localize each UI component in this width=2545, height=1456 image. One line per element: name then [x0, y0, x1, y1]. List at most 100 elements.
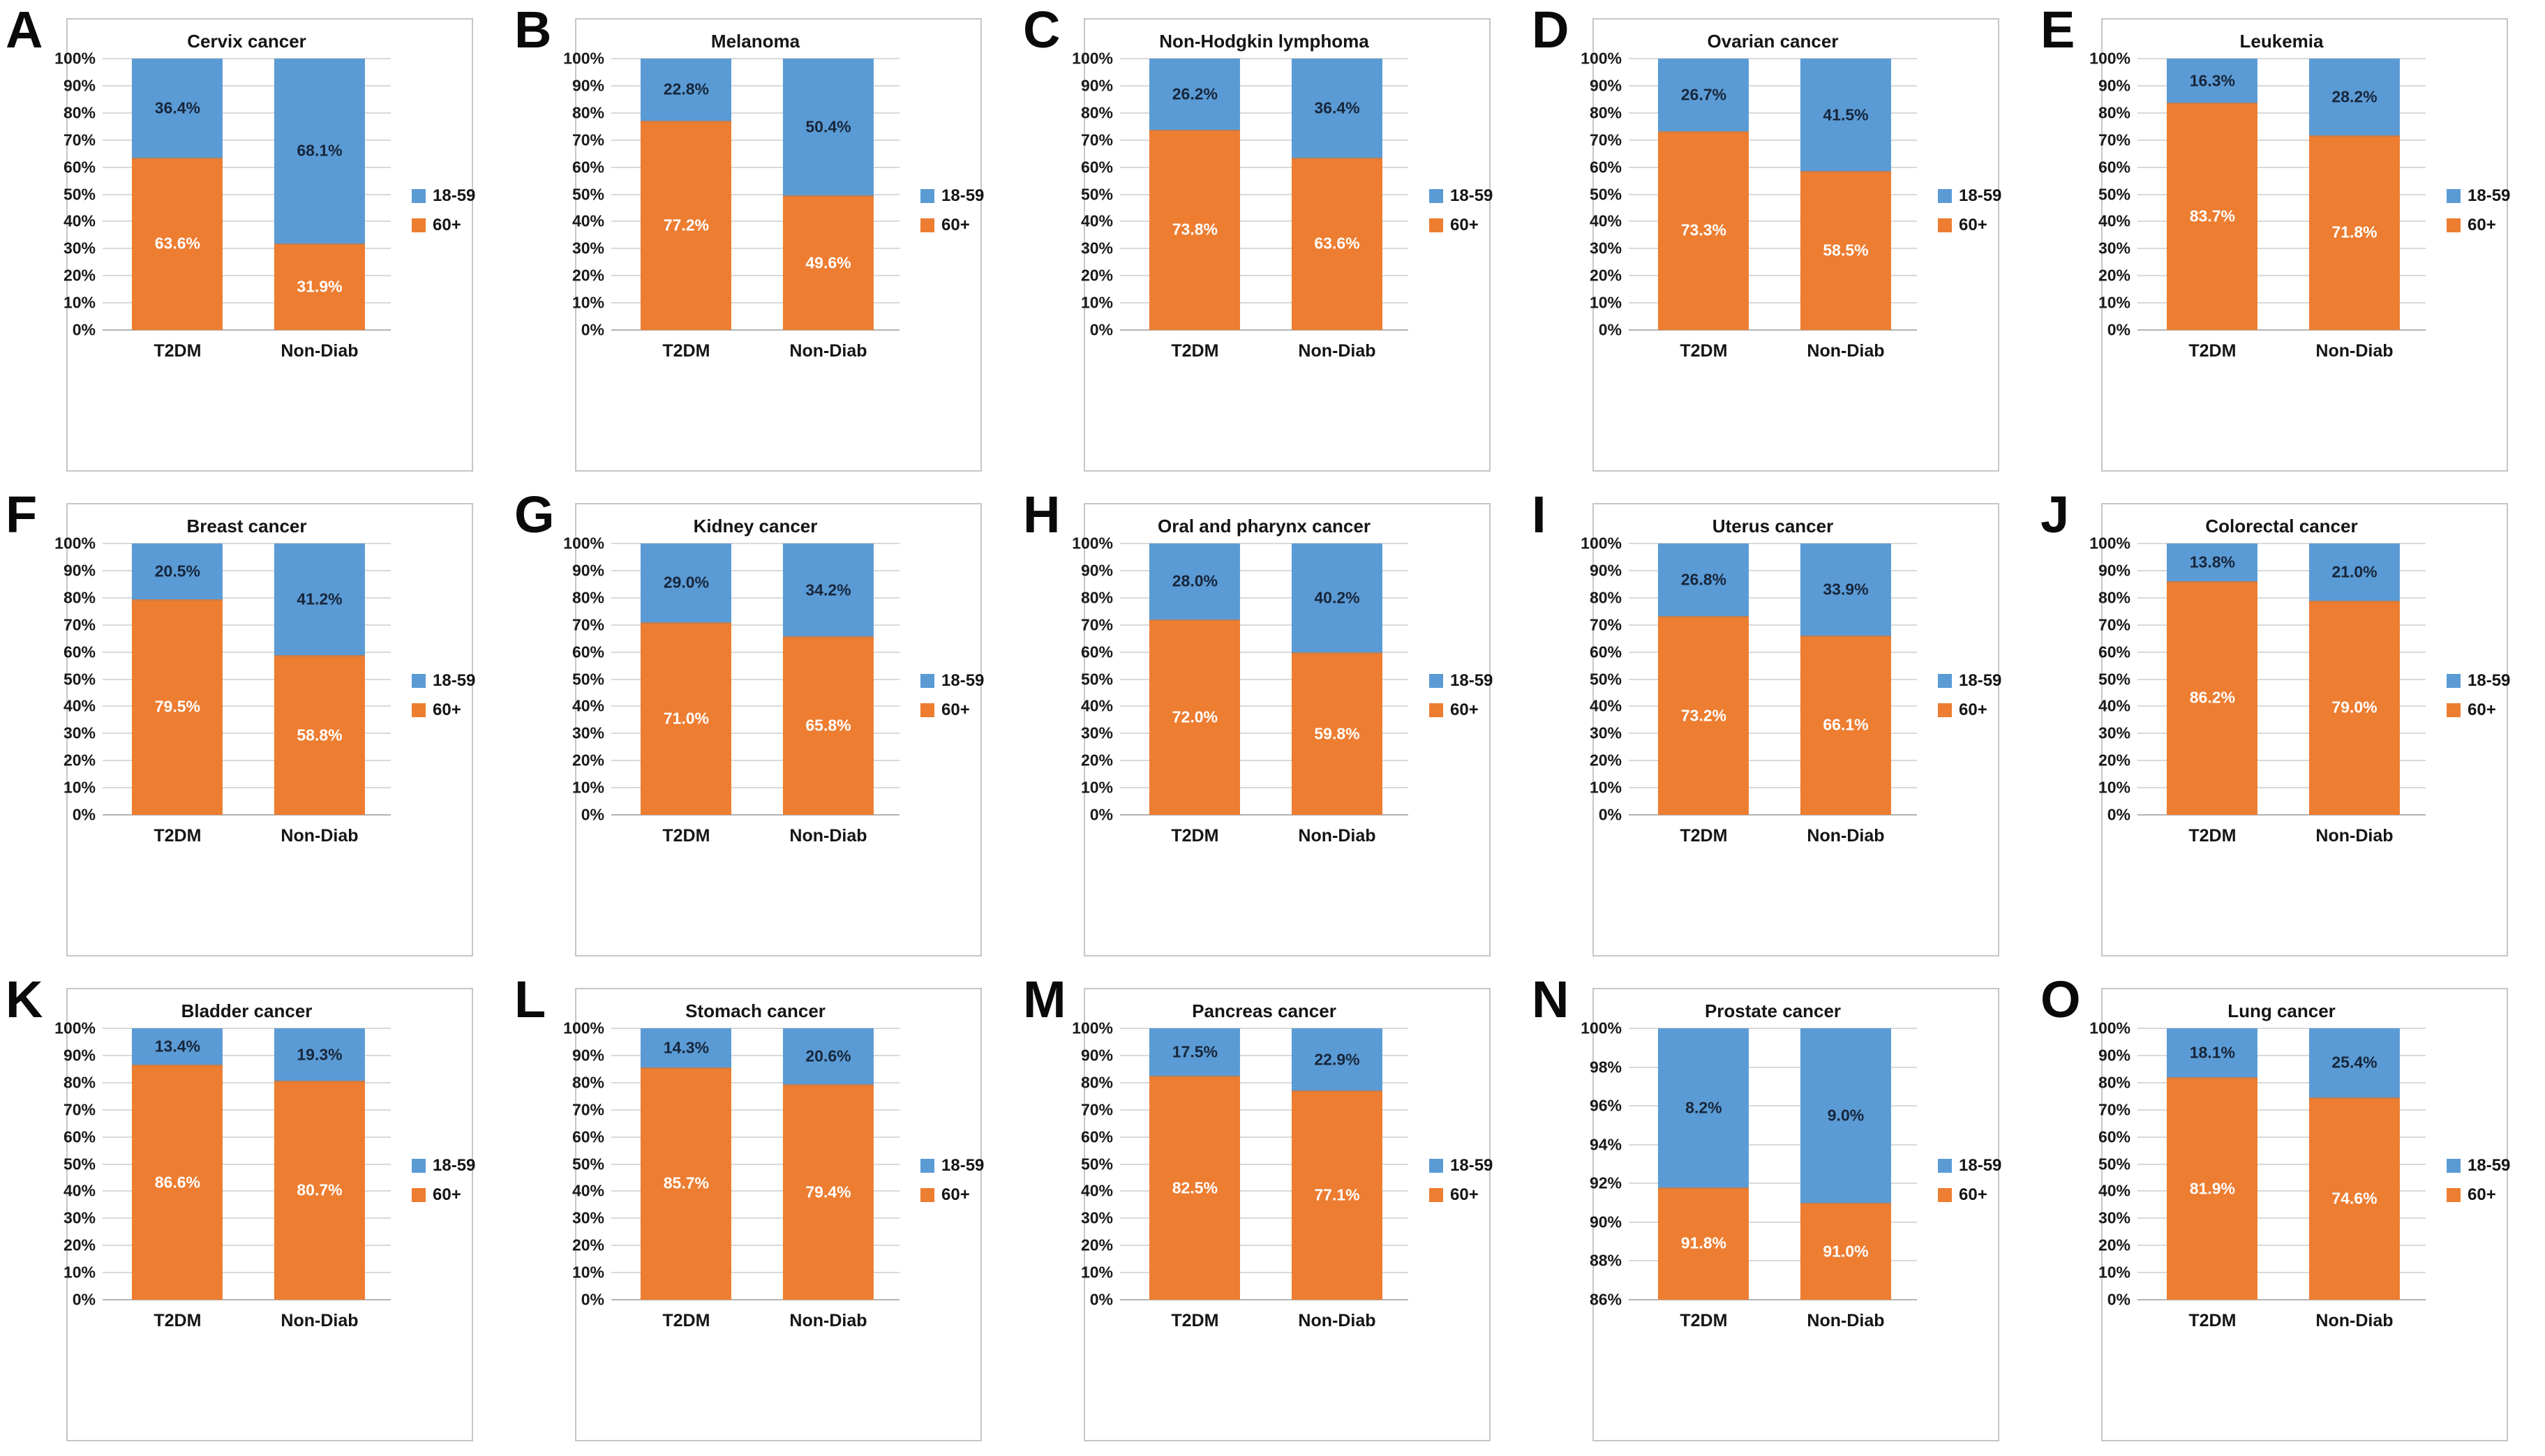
y-tick-label: 0% — [581, 805, 604, 824]
chart-box: Stomach cancer 18-59 60+ 0% 10% 20% 30% 40% 50… — [563, 988, 984, 1441]
gridline — [2137, 814, 2426, 816]
data-label-18-59: 28.0% — [1172, 571, 1218, 590]
data-label-60plus: 85.7% — [663, 1173, 709, 1192]
y-tick-label: 10% — [572, 1263, 604, 1282]
legend-swatch-18-59 — [1938, 673, 1952, 688]
segment-60plus — [2308, 600, 2401, 815]
gridline — [1120, 275, 1408, 277]
chart-panel: L Stomach cancer 18-59 60+ 0% 10% 20% 30% 40%… — [509, 970, 1017, 1455]
gridline — [1120, 787, 1408, 789]
legend-label: 60+ — [433, 700, 461, 719]
data-label-18-59: 68.1% — [297, 141, 343, 160]
legend-label: 60+ — [941, 700, 970, 719]
data-label-60plus: 63.6% — [1314, 234, 1360, 253]
bar-t2dm: 13.4% 86.6% — [132, 1028, 223, 1300]
y-tick-label: 60% — [2098, 158, 2130, 177]
y-tick-label: 60% — [1589, 158, 1622, 177]
y-tick-label: 80% — [2098, 1073, 2130, 1092]
legend: 18-59 60+ — [412, 186, 475, 235]
gridline — [1629, 1260, 1917, 1262]
gridline — [2137, 787, 2426, 789]
gridline — [1120, 733, 1408, 735]
bar-t2dm: 22.8% 77.2% — [641, 59, 732, 330]
bar-t2dm: 8.2% 91.8% — [1658, 1028, 1749, 1300]
legend-item: 60+ — [412, 216, 475, 235]
segment-60plus — [1149, 619, 1241, 815]
segment-18-59 — [1149, 1028, 1241, 1076]
bar-non-diab: 33.9% 66.1% — [1800, 543, 1892, 815]
gridline — [1629, 193, 1917, 195]
legend-swatch-18-59 — [2447, 188, 2461, 203]
gridline — [1120, 1163, 1408, 1165]
panel-letter: E — [2040, 1, 2075, 59]
panel-letter: B — [514, 1, 552, 59]
legend-label: 60+ — [941, 1185, 970, 1204]
y-tick-label: 70% — [1589, 130, 1622, 149]
data-label-18-59: 9.0% — [1827, 1106, 1865, 1125]
segment-18-59 — [132, 1028, 223, 1065]
plot-area: 18-59 60+ 0% 10% 20% 30% 40% 50% 60% 70% 80% 90% 10… — [2089, 50, 2510, 361]
y-tick-label: 60% — [63, 643, 96, 661]
y-tick-label: 50% — [2098, 185, 2130, 203]
legend-swatch-60plus — [2447, 218, 2461, 232]
chart-panel: N Prostate cancer 18-59 60+ 86% 88% 90% 92% 9… — [1526, 970, 2035, 1455]
legend-label: 18-59 — [433, 1155, 476, 1175]
legend-label: 18-59 — [433, 670, 476, 690]
chart-panel: H Oral and pharynx cancer 18-59 60+ 0% 10%… — [1017, 485, 1526, 970]
chart-panel: D Ovarian cancer 18-59 60+ 0% 10% 20% 30% 40%… — [1526, 0, 2035, 485]
y-tick-label: 10% — [63, 778, 96, 797]
segment-60plus — [132, 599, 223, 815]
y-tick-label: 10% — [1080, 778, 1113, 797]
y-tick-label: 80% — [2098, 588, 2130, 607]
data-label-60plus: 58.5% — [1823, 241, 1869, 260]
y-tick-label: 20% — [63, 266, 96, 285]
y-tick-label: 60% — [572, 158, 604, 177]
x-category-label: Non-Diab — [1298, 826, 1376, 846]
y-tick-label: 80% — [572, 1073, 604, 1092]
bar-non-diab: 25.4% 74.6% — [2308, 1028, 2401, 1300]
data-label-18-59: 16.3% — [2189, 71, 2235, 90]
gridline — [1629, 678, 1917, 680]
y-tick-label: 90% — [1589, 561, 1622, 580]
y-tick-label: 100% — [54, 49, 96, 68]
chart-box: Colorectal cancer 18-59 60+ 0% 10% 20% 30% 40… — [2089, 503, 2510, 956]
segment-18-59 — [1658, 543, 1749, 617]
legend-label: 60+ — [1450, 1185, 1479, 1204]
legend-label: 18-59 — [1450, 1155, 1493, 1175]
gridline — [1629, 275, 1917, 277]
x-category-label: Non-Diab — [1298, 1311, 1376, 1330]
gridline — [2137, 1081, 2426, 1083]
y-tick-label: 70% — [1589, 615, 1622, 634]
gridline — [611, 569, 900, 571]
segment-18-59 — [641, 1028, 732, 1067]
data-label-18-59: 20.6% — [805, 1046, 851, 1065]
gridline — [611, 166, 900, 168]
gridline — [103, 1081, 391, 1083]
gridline — [2137, 596, 2426, 599]
gridline — [2137, 84, 2426, 87]
gridline — [1629, 543, 1917, 544]
legend-label: 60+ — [433, 1185, 461, 1204]
gridline — [103, 760, 391, 762]
legend-swatch-18-59 — [1429, 673, 1443, 688]
data-label-18-59: 14.3% — [663, 1038, 709, 1057]
gridline — [1629, 112, 1917, 114]
y-tick-label: 80% — [1080, 1073, 1113, 1092]
gridline — [1629, 248, 1917, 250]
y-tick-label: 90% — [1080, 561, 1113, 580]
legend-label: 60+ — [1450, 700, 1479, 719]
y-tick-label: 50% — [572, 1155, 604, 1173]
legend-label: 18-59 — [2468, 186, 2511, 205]
gridline — [611, 596, 900, 599]
data-label-18-59: 41.5% — [1823, 105, 1869, 124]
segment-60plus — [1658, 1187, 1749, 1300]
data-label-60plus: 65.8% — [805, 716, 851, 735]
y-tick-label: 30% — [1589, 723, 1622, 742]
y-tick-label: 0% — [2107, 805, 2130, 824]
gridline — [1120, 302, 1408, 304]
y-tick-label: 80% — [1589, 588, 1622, 607]
legend-label: 60+ — [433, 215, 461, 234]
x-category-label: Non-Diab — [2315, 826, 2394, 846]
legend-item: 18-59 — [1938, 1156, 2001, 1176]
plot-area: 18-59 60+ 0% 10% 20% 30% 40% 50% 60% 70% 80% 90% 10… — [1072, 50, 1493, 361]
